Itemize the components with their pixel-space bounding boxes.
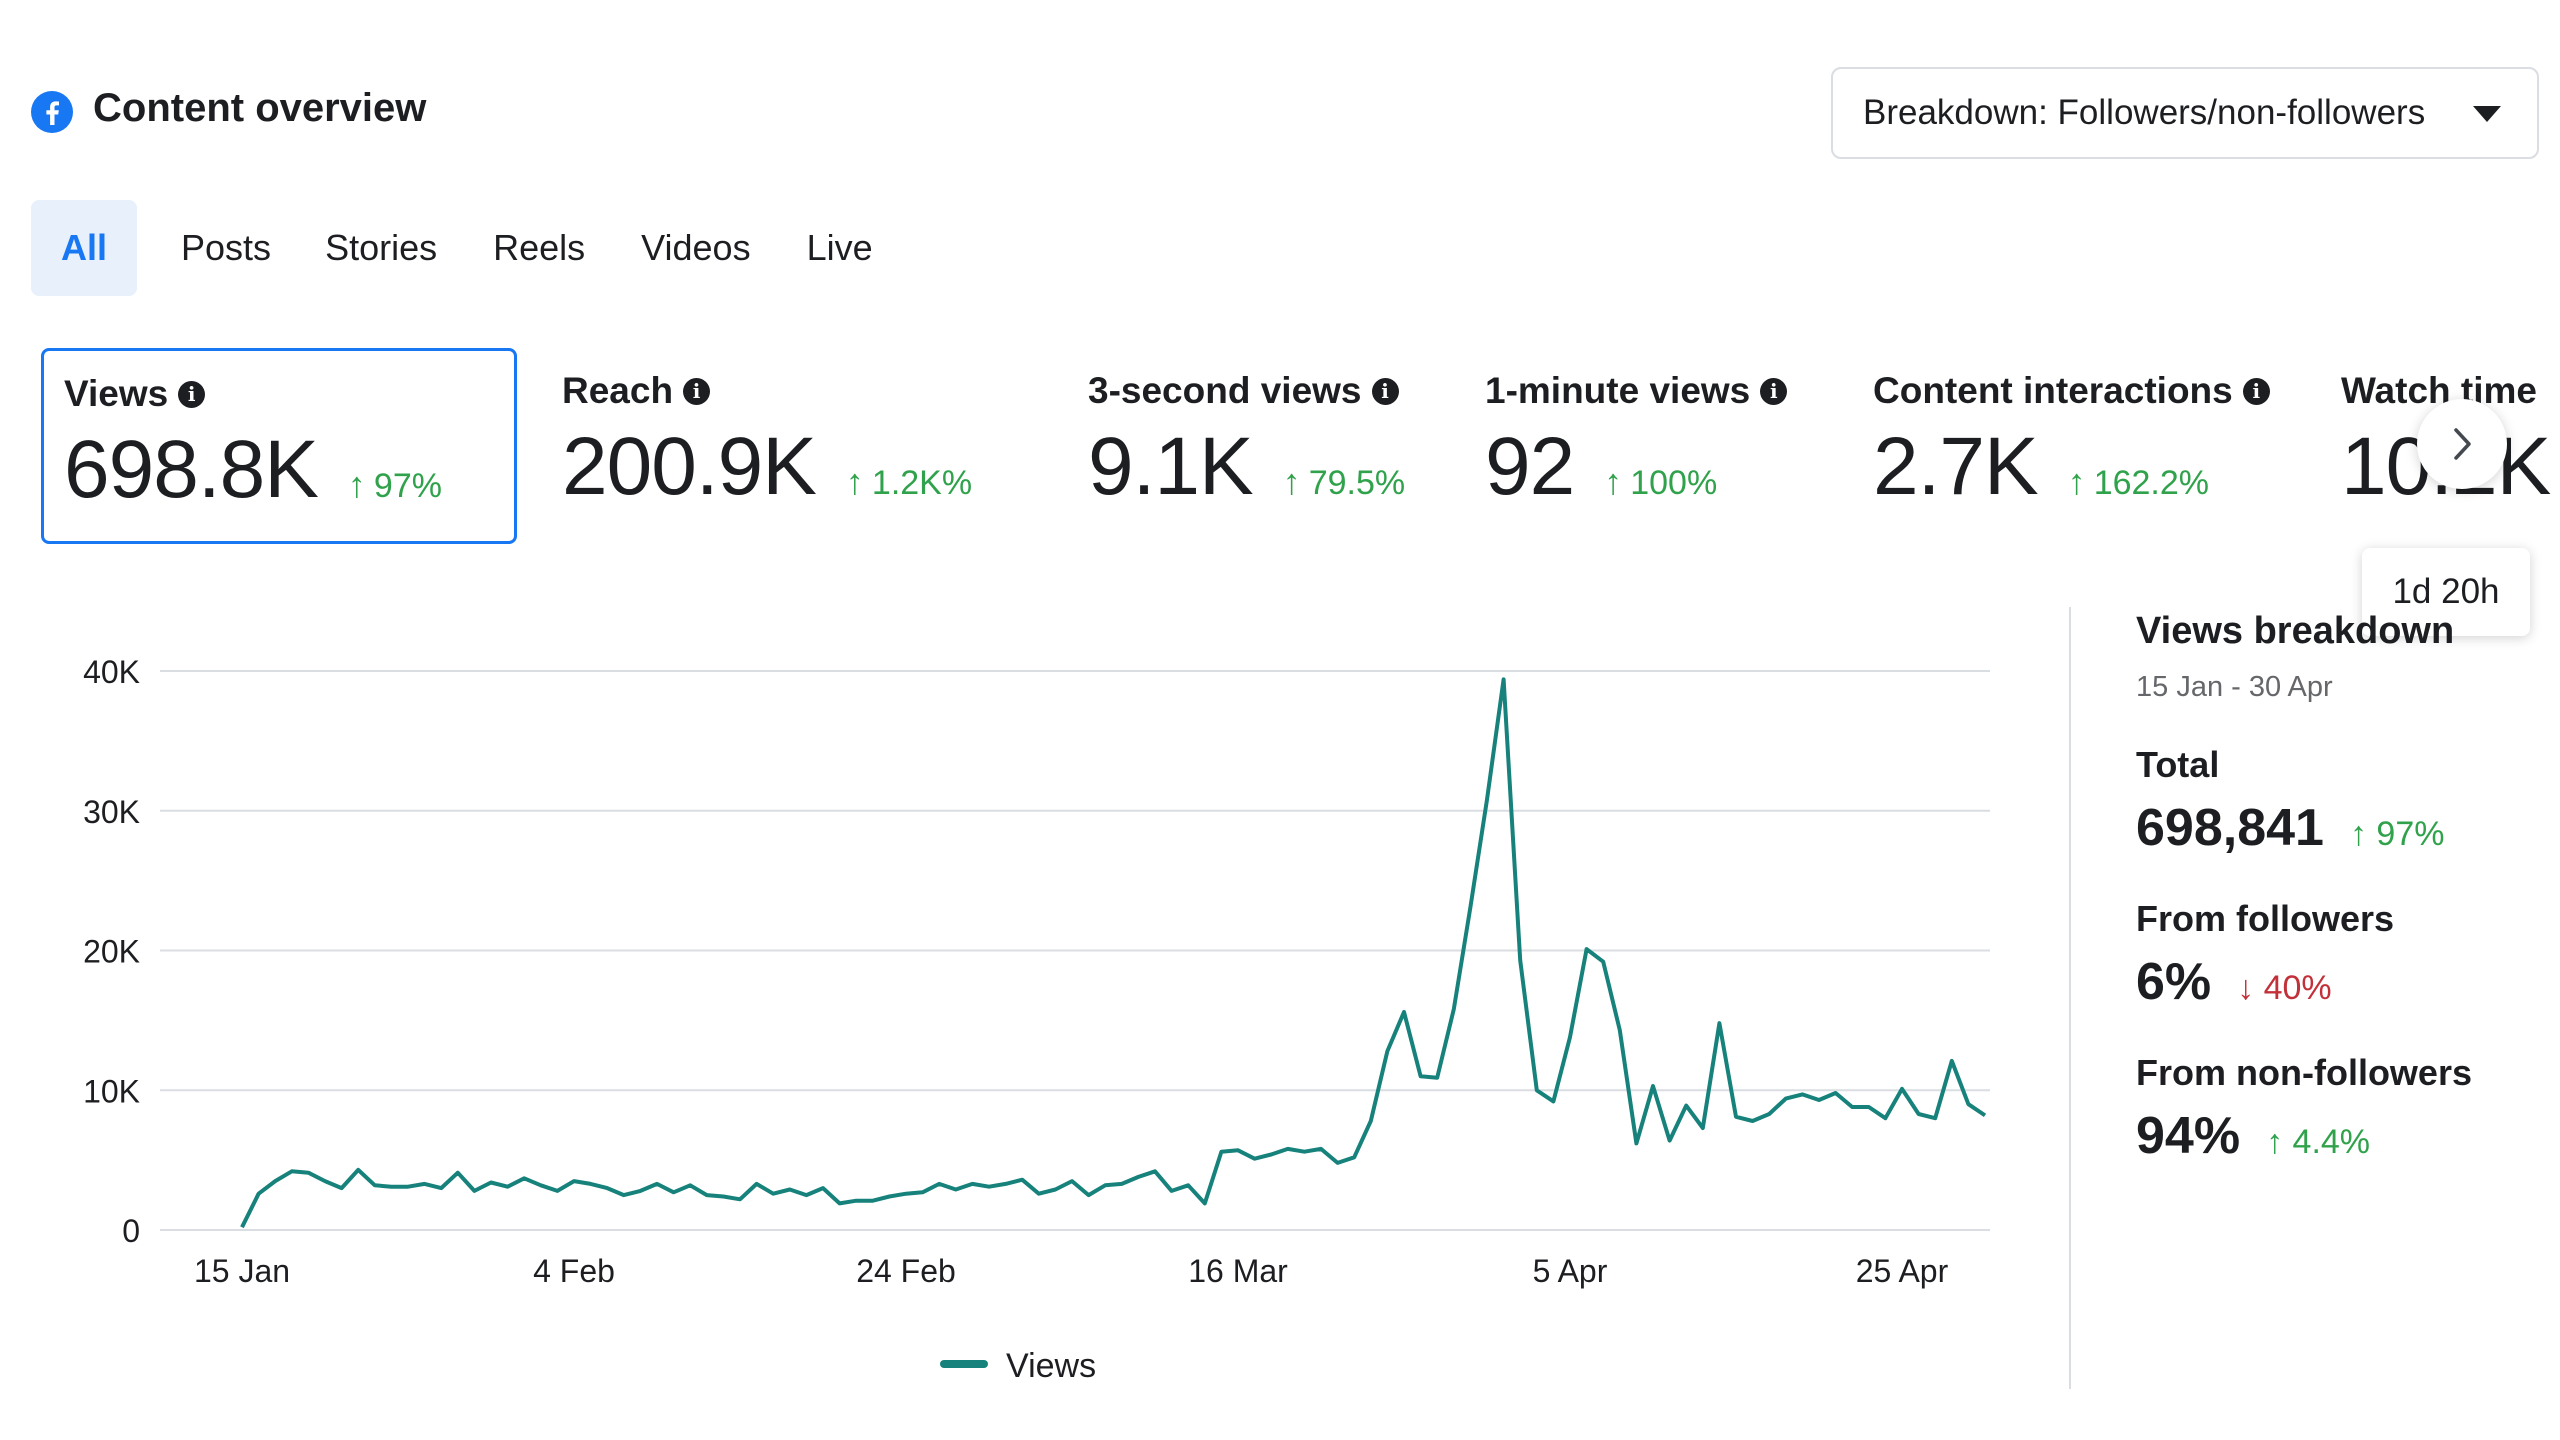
chart-legend[interactable]: Views: [940, 1347, 1096, 1385]
metric-label: Views: [64, 373, 169, 414]
next-metrics-button[interactable]: [2417, 399, 2507, 489]
y-tick-label: 20K: [83, 934, 140, 970]
y-tick-label: 10K: [83, 1073, 140, 1109]
tab-live[interactable]: Live: [806, 227, 873, 268]
followers-change: ↓ 40%: [2237, 969, 2332, 1008]
metric-change: ↑ 1.2K%: [846, 461, 972, 503]
series-line-views: [240, 677, 1987, 1229]
metric-change-value: 79.5%: [1308, 464, 1406, 502]
metric-card-views[interactable]: Views i 698.8K ↑ 97%: [41, 348, 517, 544]
page-title: Content overview: [93, 86, 427, 130]
metric-value: 200.9K: [562, 421, 817, 512]
total-value: 698,841: [2136, 799, 2324, 857]
metric-card-reach[interactable]: Reach i 200.9K ↑ 1.2K%: [542, 348, 1042, 544]
legend-label-views: Views: [1006, 1347, 1096, 1385]
tab-stories[interactable]: Stories: [325, 227, 438, 268]
views-line-chart: 0 10K 20K 30K 40K 15 Jan 4 Feb 24 Feb 16 Mar 5 A…: [83, 654, 1990, 1385]
followers-change-value: 40%: [2263, 969, 2332, 1007]
tooltip: 1d 20h: [2362, 548, 2530, 636]
breakdown-dropdown[interactable]: Breakdown: Followers/non-followers: [1831, 67, 2539, 159]
metric-change-value: 97%: [373, 467, 442, 505]
metric-change-value: 1.2K%: [871, 464, 973, 502]
non-followers-change-value: 4.4%: [2292, 1123, 2371, 1161]
metric-change-value: 162.2%: [2093, 464, 2210, 502]
content-type-tabs: All Posts Stories Reels Videos Live: [31, 200, 903, 296]
metric-card-content-interactions[interactable]: Content interactions i 2.7K ↑ 162.2%: [1853, 348, 2323, 544]
breakdown-dropdown-label: Breakdown: Followers/non-followers: [1863, 93, 2426, 132]
arrow-up-icon: ↑: [2067, 461, 2086, 502]
metric-label: Content interactions: [1873, 370, 2233, 411]
x-tick-label: 25 Apr: [1856, 1253, 1949, 1289]
total-change-value: 97%: [2376, 815, 2445, 853]
arrow-up-icon: ↑: [2349, 815, 2377, 853]
caret-down-icon: [2473, 106, 2501, 122]
metric-card-1-minute-views[interactable]: 1-minute views i 92 ↑ 100%: [1465, 348, 1835, 544]
breakdown-title: Views breakdown: [2136, 610, 2455, 652]
panel-divider: [2069, 607, 2071, 1389]
x-tick-label: 4 Feb: [533, 1253, 615, 1289]
breakdown-date-range: 15 Jan - 30 Apr: [2136, 671, 2333, 703]
metric-card-3-second-views[interactable]: 3-second views i 9.1K ↑ 79.5%: [1068, 348, 1448, 544]
chevron-right-icon: [2454, 428, 2471, 460]
non-followers-change: ↑ 4.4%: [2266, 1123, 2370, 1162]
arrow-down-icon: ↓: [2237, 969, 2264, 1007]
metric-label: Reach: [562, 370, 674, 411]
facebook-logo-icon: [31, 91, 73, 133]
y-tick-label: 0: [122, 1213, 140, 1249]
metric-change: ↑ 162.2%: [2068, 461, 2209, 503]
metric-change-value: 100%: [1630, 464, 1718, 502]
followers-label: From followers: [2136, 898, 2395, 939]
arrow-up-icon: ↑: [1282, 461, 1301, 502]
total-label: Total: [2136, 744, 2220, 785]
metric-change: ↑ 97%: [348, 464, 442, 506]
metric-change: ↑ 100%: [1604, 461, 1717, 503]
arrow-up-icon: ↑: [347, 464, 366, 505]
total-change: ↑ 97%: [2350, 815, 2445, 854]
metric-change: ↑ 79.5%: [1283, 461, 1405, 503]
tab-all[interactable]: All: [31, 200, 138, 296]
tab-reels[interactable]: Reels: [493, 227, 586, 268]
metric-value: 698.8K: [64, 424, 319, 515]
tab-posts[interactable]: Posts: [181, 227, 272, 268]
info-icon[interactable]: i: [1371, 377, 1399, 405]
followers-value: 6%: [2136, 953, 2212, 1011]
metric-label: 1-minute views: [1485, 370, 1751, 411]
x-tick-label: 15 Jan: [194, 1253, 290, 1289]
metric-label: 3-second views: [1088, 370, 1362, 411]
info-icon[interactable]: i: [178, 380, 206, 408]
metric-value: 9.1K: [1088, 421, 1254, 512]
arrow-up-icon: ↑: [845, 461, 864, 502]
tab-videos[interactable]: Videos: [641, 227, 751, 268]
x-tick-label: 16 Mar: [1188, 1253, 1288, 1289]
arrow-up-icon: ↑: [1604, 461, 1623, 502]
non-followers-label: From non-followers: [2136, 1052, 2472, 1093]
metric-value: 92: [1485, 421, 1575, 512]
x-tick-label: 5 Apr: [1533, 1253, 1608, 1289]
metric-value: 2.7K: [1873, 421, 2039, 512]
y-tick-label: 40K: [83, 654, 140, 690]
info-icon[interactable]: i: [1760, 377, 1788, 405]
arrow-up-icon: ↑: [2266, 1123, 2293, 1161]
views-breakdown-panel: Views breakdown 15 Jan - 30 Apr Total 69…: [2136, 610, 2560, 1166]
y-tick-label: 30K: [83, 794, 140, 830]
x-tick-label: 24 Feb: [856, 1253, 956, 1289]
info-icon[interactable]: i: [683, 377, 711, 405]
non-followers-value: 94%: [2136, 1107, 2241, 1165]
info-icon[interactable]: i: [2242, 377, 2270, 405]
